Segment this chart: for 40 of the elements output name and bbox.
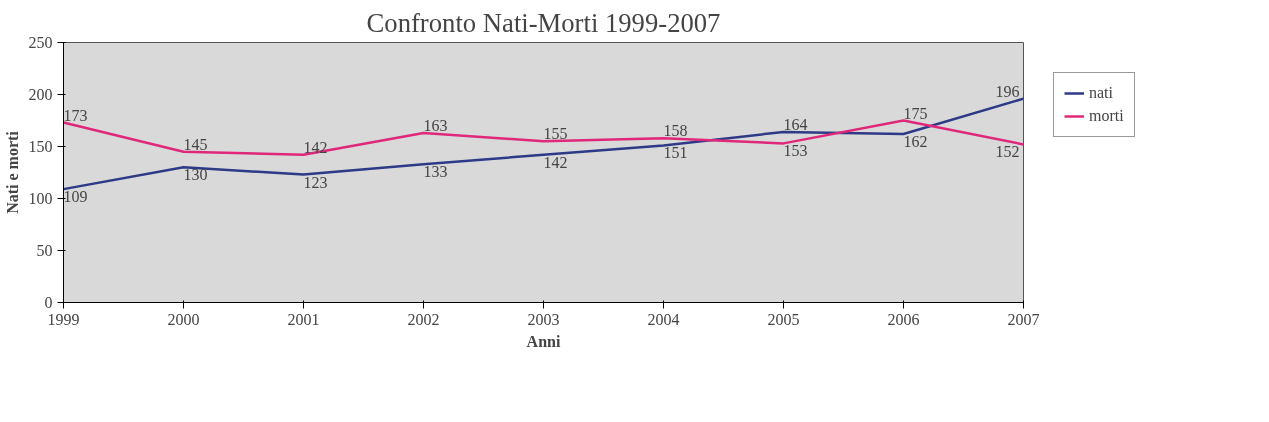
data-label: 109 [63,188,88,206]
x-tick-label: 2001 [287,310,320,328]
data-label: 123 [303,173,328,191]
data-label: 175 [903,104,928,122]
data-label: 163 [423,116,448,134]
data-label: 151 [663,144,688,162]
x-tick-label: 2002 [407,310,440,328]
y-tick-label: 0 [44,294,53,311]
data-label: 164 [783,115,808,133]
y-tick-label: 200 [28,86,53,103]
y-tick-label: 150 [28,138,53,155]
data-label: 162 [903,133,928,151]
data-label: 153 [783,142,808,160]
data-label: 145 [183,135,208,153]
x-tick-label: 1999 [47,310,80,328]
x-axis-title: Anni [526,332,561,350]
data-label: 142 [543,153,568,171]
x-tick-label: 2003 [527,310,560,328]
data-label: 196 [995,82,1020,100]
y-tick-label: 100 [28,190,53,207]
x-tick-label: 2005 [767,310,800,328]
y-tick-label: 250 [28,34,53,51]
data-label: 155 [543,125,568,143]
line-series [63,97,1024,191]
x-tick-label: 2004 [647,310,680,328]
y-axis-title: Nati e morti [3,130,21,214]
data-label: 152 [995,143,1020,161]
chart-title: Confronto Nati-Morti 1999-2007 [366,7,721,38]
legend-label: morti [1089,107,1124,125]
data-label: 173 [63,106,88,124]
y-tick-label: 50 [36,242,53,259]
x-tick-label: 2007 [1007,310,1040,328]
data-label: 133 [423,163,448,181]
x-tick-label: 2006 [887,310,920,328]
x-tick-label: 2000 [167,310,200,328]
data-label: 130 [183,166,208,184]
legend-label: nati [1089,84,1113,102]
line-series [63,119,1024,157]
data-label: 158 [663,122,688,140]
data-label: 142 [303,138,328,156]
